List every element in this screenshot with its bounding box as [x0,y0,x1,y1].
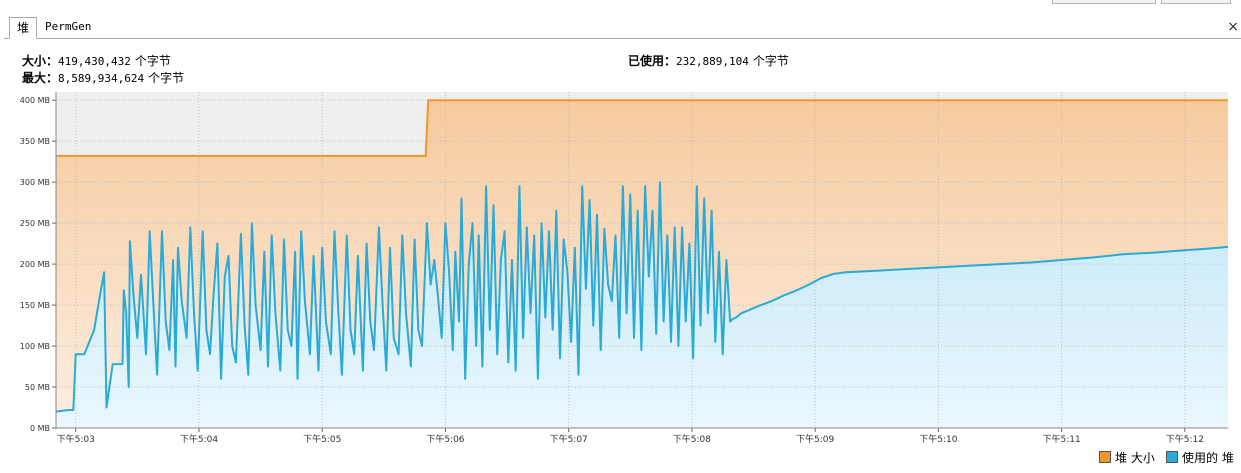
y-tick-label: 350 MB [20,137,50,146]
heap-size-stat: 大小：419,430,432 个字节 [22,53,171,70]
max-label: 最大： [22,71,59,85]
legend-label-used-heap: 使用的 堆 [1182,451,1234,465]
x-tick-label: 下午5:09 [796,433,834,445]
x-tick-label: 下午5:12 [1166,433,1204,445]
heap-max-stat: 最大：8,589,934,624 个字节 [22,70,184,87]
legend-used-heap: 使用的 堆 [1166,451,1234,465]
legend-swatch-heap-size [1099,451,1111,463]
top-toolbar-button[interactable] [1052,0,1156,4]
legend-heap-size: 堆 大小 [1099,451,1155,465]
y-tick-label: 200 MB [20,260,50,269]
used-label: 已使用： [628,54,677,68]
x-tick-label: 下午5:10 [919,433,957,445]
size-value: 419,430,432 [58,55,131,68]
used-unit: 个字节 [752,54,789,68]
x-tick-label: 下午5:06 [426,433,464,445]
heap-used-stat: 已使用：232,889,104 个字节 [628,53,789,70]
legend-swatch-used-heap [1166,451,1178,463]
y-tick-label: 50 MB [25,383,50,392]
y-tick-label: 100 MB [20,342,50,351]
x-tick-label: 下午5:05 [303,433,341,445]
y-tick-label: 300 MB [20,178,50,187]
y-tick-label: 150 MB [20,301,50,310]
used-heap-line [55,181,1229,413]
tab-bar: 堆 PermGen × [4,17,1241,39]
y-tick-label: 250 MB [20,219,50,228]
x-tick-label: 下午5:07 [550,433,588,445]
x-tick-label: 下午5:11 [1043,433,1081,445]
tab-permgen[interactable]: PermGen [45,20,92,33]
x-tick-label: 下午5:03 [57,433,95,445]
max-value: 8,589,934,624 [58,72,145,85]
top-toolbar-button[interactable] [1161,0,1231,4]
y-tick-label: 0 MB [30,424,50,433]
used-value: 232,889,104 [676,55,749,68]
legend-label-heap-size: 堆 大小 [1115,451,1155,465]
size-unit: 个字节 [134,54,171,68]
close-icon[interactable]: × [1227,19,1239,35]
used-heap-area [56,182,1228,428]
x-tick-label: 下午5:08 [673,433,711,445]
heap-size-line [56,99,1228,157]
y-tick-label: 400 MB [20,96,50,105]
tab-heap[interactable]: 堆 [9,17,38,39]
x-tick-label: 下午5:04 [180,433,218,445]
size-label: 大小： [22,54,59,68]
max-unit: 个字节 [148,71,185,85]
